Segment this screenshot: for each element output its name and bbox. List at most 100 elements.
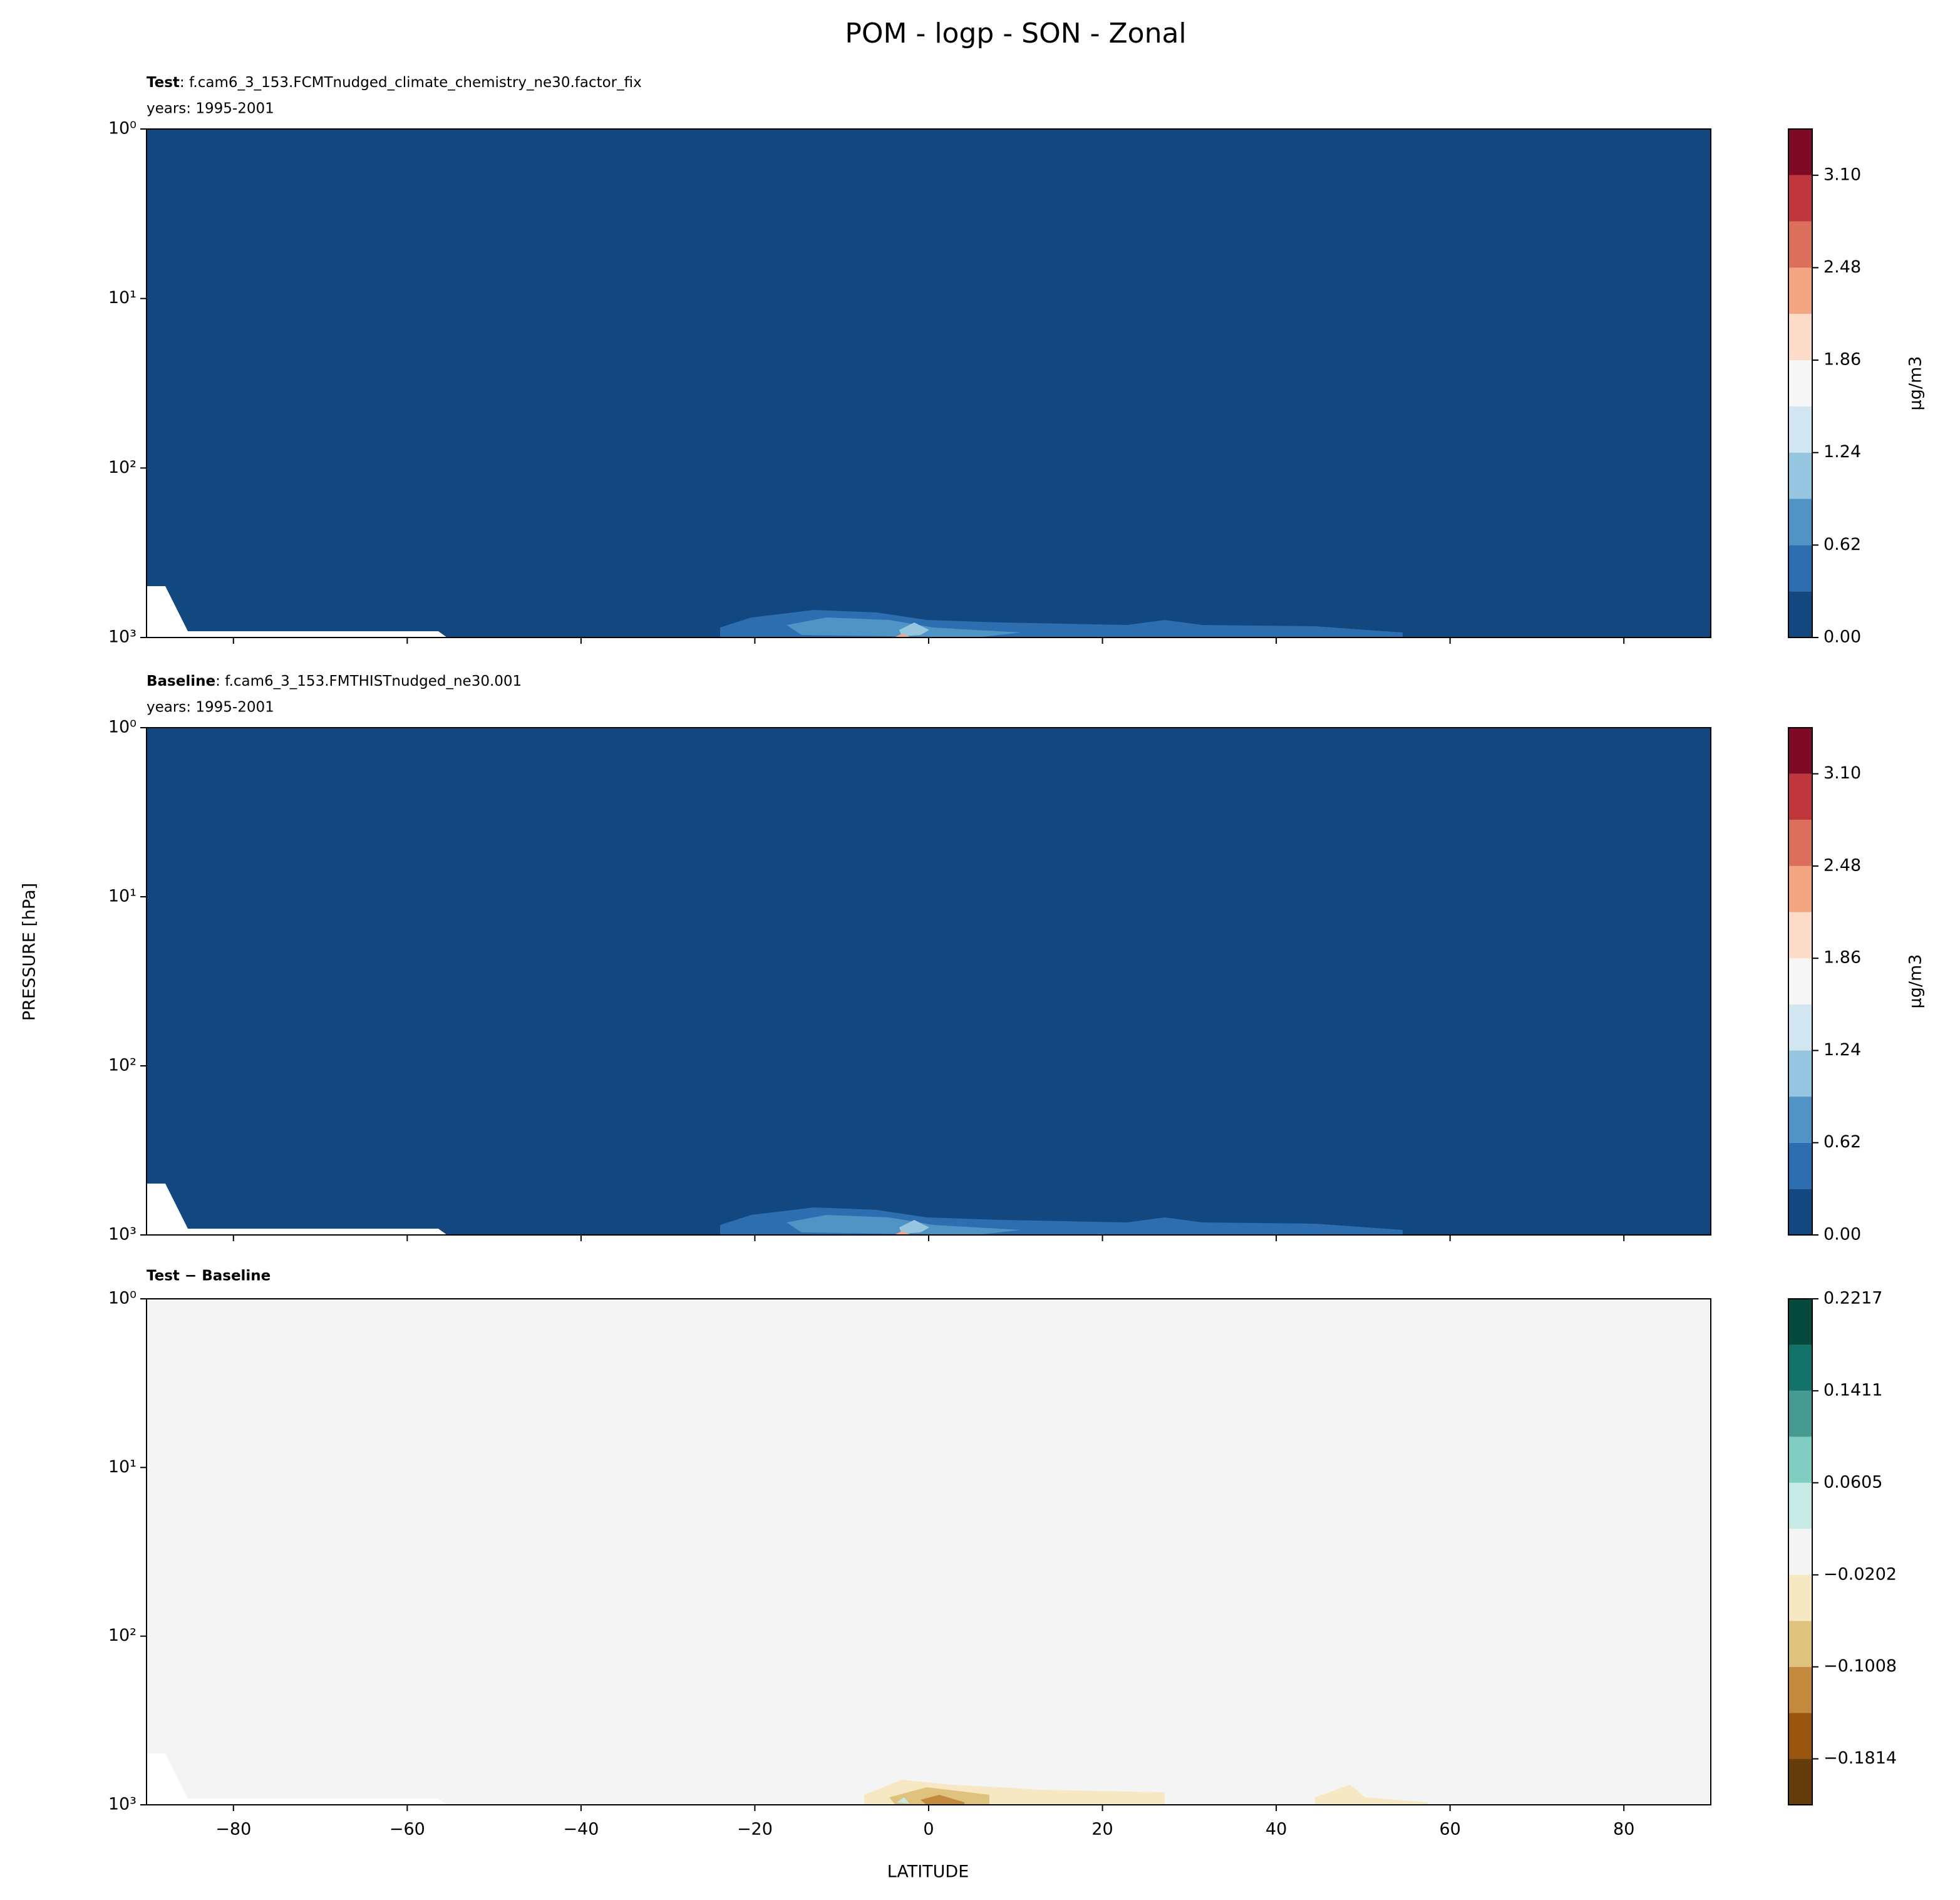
x-tick-label: 20 <box>1091 1820 1113 1839</box>
colorbar-tick-label: 3.10 <box>1823 763 1861 783</box>
colorbar-tick-label: 2.48 <box>1823 855 1861 875</box>
plot-area <box>147 728 1711 1235</box>
colorbar-frame <box>1788 1298 1813 1805</box>
contour-region <box>1315 1785 1428 1805</box>
colorbar-band <box>1788 728 1812 774</box>
colorbar-tick-label: 0.62 <box>1823 535 1861 554</box>
colorbar-tick-label: 1.24 <box>1823 442 1861 462</box>
missing-region <box>147 1753 447 1805</box>
x-tick-label: 0 <box>923 1820 934 1839</box>
contour-region <box>787 1215 1021 1235</box>
y-tick-label: 10² <box>108 1056 137 1075</box>
colorbar-frame <box>1788 727 1813 1236</box>
colorbar-band <box>1788 1004 1812 1051</box>
colorbar-band <box>1788 591 1812 638</box>
x-tick-label: −40 <box>563 1820 599 1839</box>
colorbar-tick-label: 0.1411 <box>1823 1380 1882 1400</box>
colorbar-frame <box>1788 128 1813 638</box>
colorbar-tick-label: 0.0605 <box>1823 1472 1882 1492</box>
y-tick-label: 10⁰ <box>108 1289 137 1308</box>
panel-years: years: 1995-2001 <box>147 101 274 117</box>
colorbar-tick-label: 1.24 <box>1823 1040 1861 1060</box>
missing-region <box>147 1184 447 1235</box>
contour-region <box>899 1220 929 1234</box>
panel-title-case: Test <box>147 75 180 91</box>
colorbar-tick-label: 2.48 <box>1823 257 1861 277</box>
colorbar-band <box>1788 1482 1812 1529</box>
panel-subtitle: : f.cam6_3_153.FCMTnudged_climate_chemis… <box>180 75 642 91</box>
figure-title: POM - logp - SON - Zonal <box>845 18 1186 49</box>
x-tick-label: −20 <box>737 1820 773 1839</box>
colorbar-band <box>1788 498 1812 545</box>
contour-region <box>897 1797 909 1804</box>
colorbar-band <box>1788 820 1812 866</box>
missing-region <box>147 586 447 638</box>
colorbar-tick-label: 0.2217 <box>1823 1289 1882 1308</box>
colorbar-band <box>1788 175 1812 222</box>
contour-region <box>921 1795 964 1805</box>
x-tick-label: 40 <box>1266 1820 1287 1839</box>
y-tick-label: 10² <box>108 1626 137 1645</box>
colorbar-band <box>1788 1142 1812 1189</box>
colorbar-band <box>1788 1390 1812 1437</box>
panel-years: years: 1995-2001 <box>147 700 274 716</box>
colorbar-band <box>1788 406 1812 453</box>
colorbar-band <box>1788 221 1812 268</box>
x-tick-label: 80 <box>1613 1820 1634 1839</box>
colorbar-band <box>1788 1666 1812 1713</box>
panel-title-case: Baseline <box>147 673 215 689</box>
colorbar-band <box>1788 1299 1812 1345</box>
colorbar-tick-label: 3.10 <box>1823 165 1861 184</box>
colorbar-label: μg/m3 <box>1906 356 1926 411</box>
colorbar-band <box>1788 1574 1812 1621</box>
contour-region <box>894 634 912 638</box>
contour-region <box>787 617 1021 638</box>
y-tick-label: 10⁰ <box>108 718 137 737</box>
colorbar-tick-label: −0.1814 <box>1823 1748 1897 1768</box>
y-tick-label: 10¹ <box>108 288 137 307</box>
x-tick-label: −80 <box>215 1820 251 1839</box>
colorbar-tick-label: 0.00 <box>1823 627 1861 647</box>
colorbar-band <box>1788 267 1812 314</box>
colorbar-band <box>1788 1529 1812 1575</box>
colorbar-tick-label: 0.62 <box>1823 1132 1861 1152</box>
colorbar-tick-label: 1.86 <box>1823 948 1861 968</box>
colorbar-band <box>1788 958 1812 1004</box>
colorbar-tick-label: −0.0202 <box>1823 1564 1897 1584</box>
colorbar-band <box>1788 1097 1812 1143</box>
colorbar-band <box>1788 545 1812 592</box>
y-tick-label: 10² <box>108 458 137 477</box>
colorbar-tick-label: 1.86 <box>1823 350 1861 369</box>
colorbar-band <box>1788 773 1812 820</box>
colorbar-band <box>1788 314 1812 361</box>
colorbar-band <box>1788 1050 1812 1097</box>
colorbar-band <box>1788 1437 1812 1483</box>
colorbar-band <box>1788 1189 1812 1235</box>
colorbar-label: μg/m3 <box>1906 954 1926 1009</box>
colorbar-band <box>1788 1713 1812 1759</box>
y-axis-label: PRESSURE [hPa] <box>20 883 39 1021</box>
y-tick-label: 10⁰ <box>108 119 137 138</box>
panel-title: Test − Baseline <box>147 1268 271 1284</box>
contour-region <box>899 622 929 636</box>
x-axis-label: LATITUDE <box>887 1862 969 1882</box>
colorbar-band <box>1788 865 1812 912</box>
y-tick-label: 10¹ <box>108 1457 137 1477</box>
plot-area <box>147 1299 1711 1805</box>
panel-title: Test: f.cam6_3_153.FCMTnudged_climate_ch… <box>147 75 642 91</box>
colorbar-band <box>1788 1345 1812 1391</box>
contour-region <box>894 1231 912 1235</box>
colorbar-tick-label: −0.1008 <box>1823 1656 1897 1676</box>
y-tick-label: 10³ <box>108 1225 137 1244</box>
x-tick-label: −60 <box>389 1820 425 1839</box>
y-tick-label: 10³ <box>108 627 137 647</box>
colorbar-band <box>1788 360 1812 406</box>
x-tick-label: 60 <box>1439 1820 1460 1839</box>
colorbar-band <box>1788 1758 1812 1805</box>
y-tick-label: 10³ <box>108 1795 137 1814</box>
colorbar-band <box>1788 912 1812 959</box>
colorbar-band <box>1788 1621 1812 1667</box>
plot-area <box>147 129 1711 638</box>
